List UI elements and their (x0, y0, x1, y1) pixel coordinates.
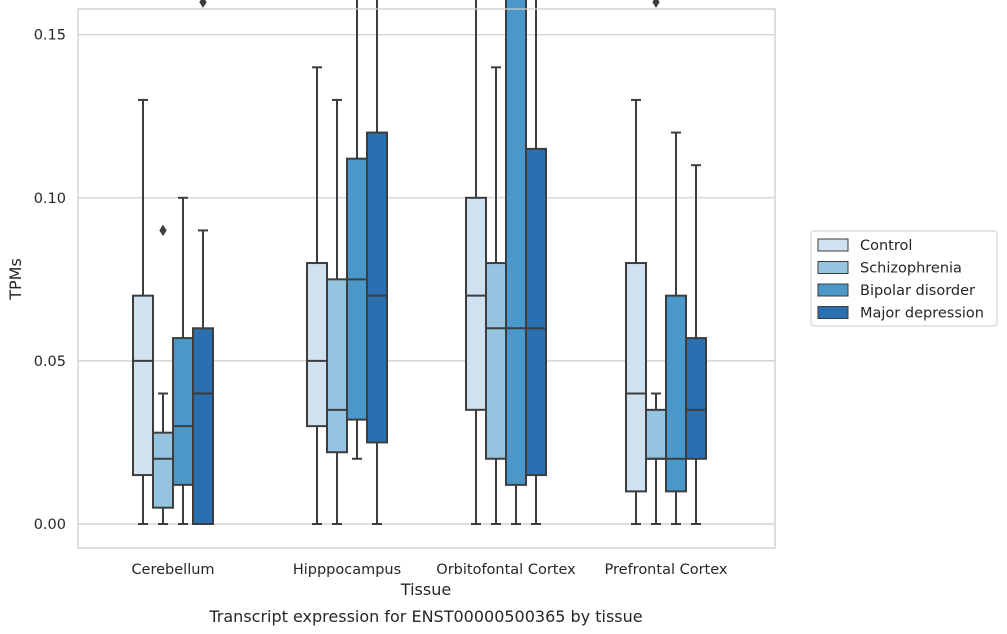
legend: Control Schizophrenia Bipolar disorder Majo… (810, 230, 998, 327)
x-axis-title: Tissue (400, 580, 451, 599)
box-control (306, 66, 328, 525)
box-major-depression (366, 0, 388, 525)
legend-swatch (817, 283, 849, 297)
box-iqr (172, 337, 194, 486)
box-bipolar-disorder (665, 131, 687, 525)
legend-swatch (817, 261, 849, 274)
x-tick-label: Cerebellum (131, 562, 214, 578)
legend-label: Control (860, 238, 912, 254)
legend-label: Major depression (860, 306, 984, 322)
box-iqr (485, 262, 507, 460)
x-tick-label: Orbitofontal Cortex (436, 562, 576, 578)
outlier-marker (159, 224, 167, 237)
box-iqr (132, 294, 154, 477)
box-major-depression (525, 0, 547, 525)
box-bipolar-disorder (505, 0, 527, 525)
box-iqr (645, 408, 667, 460)
box-iqr (505, 0, 527, 486)
box-iqr (525, 147, 547, 477)
box-iqr (152, 431, 174, 509)
box-iqr (665, 294, 687, 493)
y-tick-labels: 0.000.050.100.150.200.250.30 (34, 28, 66, 533)
box-bipolar-disorder (346, 0, 368, 460)
y-tick-label: 0.05 (34, 354, 66, 370)
y-tick-label: 0.00 (34, 517, 66, 533)
x-tick-label: Prefrontal Cortex (605, 562, 728, 578)
outlier-marker (652, 0, 660, 8)
box-schizophrenia (326, 98, 348, 525)
legend-swatch (817, 306, 849, 319)
legend-label: Bipolar disorder (860, 283, 975, 299)
y-tick-label: 0.10 (34, 191, 66, 207)
box-series-group (132, 0, 707, 525)
box-major-depression (192, 0, 214, 525)
plot-area-frame (77, 8, 776, 549)
legend-label: Schizophrenia (860, 261, 962, 277)
legend-frame (810, 230, 998, 327)
box-control (465, 0, 487, 525)
box-schizophrenia (645, 0, 667, 525)
legend-swatch (817, 238, 849, 252)
box-schizophrenia (152, 224, 174, 525)
box-iqr (685, 337, 707, 460)
box-bipolar-disorder (172, 196, 194, 525)
y-axis-title: TPMs (6, 258, 25, 301)
box-iqr (366, 131, 388, 444)
x-tick-labels: Cerebellum Hipppocampus Orbitofontal Corte… (131, 562, 727, 578)
box-iqr (326, 278, 348, 454)
x-tick-label: Hipppocampus (293, 562, 401, 578)
box-control (132, 98, 154, 525)
box-iqr (306, 262, 328, 428)
box-iqr (346, 157, 368, 421)
box-major-depression (685, 164, 707, 525)
box-control (625, 98, 647, 525)
box-iqr (625, 262, 647, 493)
box-iqr (465, 196, 487, 411)
box-schizophrenia (485, 66, 507, 525)
outlier-marker (199, 0, 207, 8)
box-iqr (192, 327, 214, 525)
chart-caption: Transcript expression for ENST0000050036… (208, 607, 642, 626)
y-tick-label: 0.15 (34, 28, 66, 44)
